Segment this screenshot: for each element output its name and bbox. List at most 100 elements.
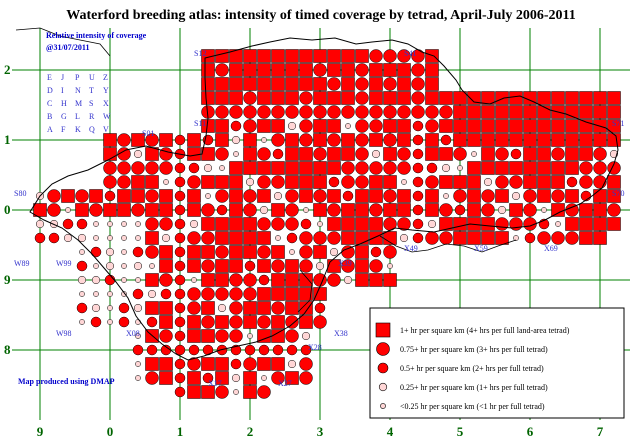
coverage-square [299, 77, 313, 91]
coverage-square [341, 133, 355, 147]
coverage-circle [174, 190, 186, 202]
coverage-circle [383, 105, 397, 119]
coverage-square [355, 49, 369, 63]
coverage-square [229, 175, 243, 189]
coverage-subtitle: Relative intensity of coverage [46, 31, 147, 40]
coverage-square [481, 161, 495, 175]
coverage-square [243, 77, 257, 91]
coverage-circle [317, 221, 323, 227]
coverage-square [243, 63, 257, 77]
hectad-label: S80 [14, 189, 26, 198]
coverage-circle [355, 91, 369, 105]
coverage-square [607, 91, 621, 105]
coverage-square [285, 287, 299, 301]
coverage-circle [243, 357, 257, 371]
tetrad-letter: Q [89, 125, 95, 134]
coverage-circle [370, 246, 382, 258]
coverage-square [159, 133, 173, 147]
coverage-square [285, 133, 299, 147]
coverage-square [131, 189, 145, 203]
coverage-circle [286, 344, 298, 356]
coverage-circle [145, 217, 159, 231]
tetrad-letter: G [61, 112, 67, 121]
tetrad-letter: R [89, 112, 95, 121]
coverage-circle [303, 207, 309, 213]
coverage-circle [107, 291, 113, 297]
coverage-circle [62, 218, 74, 230]
coverage-circle [76, 260, 88, 272]
legend-symbol-circle [380, 403, 386, 409]
county-boundary [15, 27, 619, 361]
coverage-square [313, 203, 327, 217]
coverage-circle [201, 315, 215, 329]
coverage-circle [426, 162, 438, 174]
coverage-square [201, 357, 215, 371]
coverage-circle [397, 105, 411, 119]
coverage-square [243, 315, 257, 329]
coverage-square [369, 231, 383, 245]
coverage-square [369, 217, 383, 231]
coverage-square [425, 133, 439, 147]
coverage-square [271, 49, 285, 63]
coverage-square [523, 105, 537, 119]
coverage-square [201, 63, 215, 77]
coverage-circle [135, 375, 141, 381]
coverage-circle [91, 303, 101, 313]
coverage-square [257, 77, 271, 91]
coverage-circle [341, 161, 355, 175]
coverage-circle [245, 177, 255, 187]
coverage-circle [397, 217, 411, 231]
coverage-circle [174, 260, 186, 272]
coverage-square [495, 133, 509, 147]
coverage-square [341, 231, 355, 245]
coverage-square [579, 231, 593, 245]
coverage-square [187, 385, 201, 399]
coverage-square [243, 371, 257, 385]
coverage-circle [411, 105, 425, 119]
coverage-circle [287, 121, 297, 131]
coverage-square [271, 63, 285, 77]
coverage-circle [537, 231, 551, 245]
coverage-square [145, 301, 159, 315]
tetrad-letter-key: E J P U Z D I N T Y C H M S X B G L R W A F K Q V [47, 73, 111, 134]
coverage-circle [257, 315, 271, 329]
coverage-circle [103, 175, 117, 189]
coverage-circle [383, 161, 397, 175]
coverage-circle [355, 133, 369, 147]
legend-symbol-square [375, 322, 391, 338]
coverage-circle [329, 247, 339, 257]
coverage-circle [132, 344, 144, 356]
coverage-circle [135, 235, 141, 241]
coverage-circle [135, 333, 141, 339]
coverage-circle [160, 288, 172, 300]
coverage-square [453, 105, 467, 119]
coverage-square [607, 133, 621, 147]
coverage-square [355, 259, 369, 273]
coverage-square [201, 329, 215, 343]
coverage-circle [299, 371, 313, 385]
legend-symbol-circle [376, 342, 390, 356]
coverage-square [271, 329, 285, 343]
coverage-square [117, 189, 131, 203]
coverage-circle [215, 63, 229, 77]
coverage-square [229, 231, 243, 245]
coverage-circle [271, 217, 285, 231]
coverage-circle [425, 231, 439, 245]
coverage-square [159, 259, 173, 273]
coverage-circle [145, 133, 159, 147]
coverage-circle [524, 232, 536, 244]
coverage-square [313, 91, 327, 105]
coverage-square [355, 203, 369, 217]
coverage-circle [454, 204, 466, 216]
coverage-square [89, 189, 103, 203]
coverage-square [285, 77, 299, 91]
coverage-square [285, 259, 299, 273]
coverage-square [607, 175, 621, 189]
coverage-square [397, 189, 411, 203]
coverage-circle [383, 133, 397, 147]
axis-label-bottom: 4 [387, 424, 394, 439]
coverage-circle [593, 147, 607, 161]
coverage-circle [565, 231, 579, 245]
coverage-circle [174, 288, 186, 300]
coverage-circle [313, 315, 327, 329]
